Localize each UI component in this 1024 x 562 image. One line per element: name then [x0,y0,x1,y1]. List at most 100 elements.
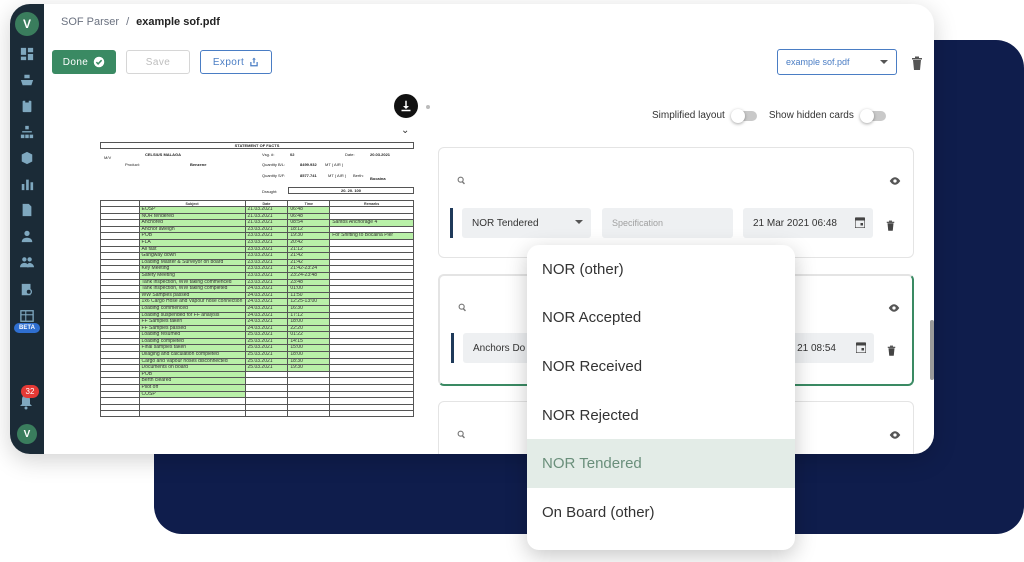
document-icon[interactable] [18,202,36,218]
table-cell: EOSP [138,206,246,214]
user-avatar[interactable]: V [17,424,37,444]
table-cell [329,324,414,333]
table-cell: 24.03.2021 [244,285,289,293]
logo[interactable]: V [15,12,39,36]
dropdown-option[interactable]: On Board (other) [542,503,655,521]
table-cell [329,390,414,399]
calendar-icon[interactable] [854,217,866,229]
calendar-icon[interactable] [855,342,867,354]
table-cell: 01:00 [287,285,331,293]
person-icon[interactable] [18,228,36,244]
table-cell: 1x6 Cargo Hose and Vapour hose connectio… [138,298,246,306]
table-row: Key Meeting 23.03.2021 21:42-23:24 [100,265,414,273]
table-cell: 17:12 [287,311,331,320]
table-cell [100,298,140,306]
dropdown-option[interactable]: NOR (other) [542,260,624,278]
event-card: NOR Tendered Specification 21 Mar 2021 0… [438,147,914,258]
file-select[interactable]: example sof.pdf [777,49,897,75]
search-icon[interactable] [457,172,467,185]
ship-icon[interactable] [18,72,36,88]
event-type-dropdown: NOR (other) NOR Accepted NOR Received NO… [527,245,795,550]
eye-icon[interactable] [888,300,900,312]
breadcrumb-separator: / [126,16,130,28]
download-icon[interactable] [394,94,418,118]
dropdown-option[interactable]: NOR Received [542,357,643,375]
delete-row-icon[interactable] [887,343,897,356]
datetime-input[interactable]: 21 Mar 2021 06:48 [743,208,873,238]
table-cell: 19:30 [287,364,331,372]
table-cell [287,384,331,392]
cube-icon[interactable] [18,150,36,166]
table-cell: Loading commenced [138,304,246,313]
search-icon[interactable] [457,426,467,439]
dropdown-option[interactable]: NOR Rejected [542,406,639,424]
check-badge-icon [94,56,105,68]
table-row: Berth cleared [100,377,414,386]
dashboard-icon[interactable] [18,46,36,62]
table-cell: POB [138,232,246,240]
table-cell: 24.03.2021 [244,318,289,326]
table-cell: FLA [138,238,246,247]
table-header: Subject [138,200,246,207]
table-cell [100,318,140,326]
people-icon[interactable] [18,254,36,270]
table-cell [100,258,140,267]
table-cell [100,285,140,293]
table-cell: 24.03.2021 [244,324,289,333]
simplified-layout-toggle[interactable] [730,108,757,123]
scrollbar[interactable] [930,320,934,380]
table-cell [100,390,140,399]
table-row: POB 23.03.2021 19:30 For Shifting to Bocain… [100,232,414,240]
search-icon[interactable] [458,299,468,312]
table-cell: Ullaging and calculation completed [138,351,246,359]
done-button[interactable]: Done [52,50,116,74]
table-cell: 23.03.2021 [244,265,289,273]
dropdown-option-selected[interactable]: NOR Tendered [527,439,795,488]
table-row: POB [100,370,414,379]
table-cell [329,258,414,267]
table-cell [287,370,331,379]
dropdown-option[interactable]: NOR Accepted [542,309,642,327]
table-cell [244,390,289,399]
breadcrumb-parent[interactable]: SOF Parser [61,16,120,28]
eye-icon[interactable] [889,173,901,185]
delete-file-icon[interactable] [911,56,923,70]
notification-count-badge: 32 [21,385,39,398]
table-cell [287,409,331,418]
sitemap-icon[interactable] [18,124,36,140]
search-doc-icon[interactable] [18,282,36,298]
table-cell: 25.03.2021 [244,364,289,372]
chevron-down-icon[interactable]: ⌄ [401,125,410,136]
specification-input[interactable]: Specification [602,208,733,238]
table-cell [100,271,140,280]
simplified-layout-label: Simplified layout [652,110,725,121]
table-cell: 11:50 [287,291,331,300]
table-cell [329,225,414,234]
qty-sf-value: 8577.741 [300,173,317,178]
show-hidden-cards-toggle[interactable] [859,108,886,123]
vessel-name: CELSIUS MALAGA [145,152,181,157]
table-cell [329,285,414,293]
event-type-select[interactable]: NOR Tendered [462,208,591,238]
table-icon[interactable] [18,308,36,324]
table-cell [329,265,414,273]
clipboard-icon[interactable] [18,98,36,114]
voy-label: Vsg. #: [262,152,275,157]
date-label: Date: [345,152,355,157]
table-cell [100,311,140,320]
table-cell: 21:42 [287,252,331,260]
table-cell [244,370,289,379]
done-label: Done [62,56,89,68]
table-row: Ullaging and calculation completed 25.03.… [100,351,414,359]
bar-chart-icon[interactable] [18,176,36,192]
sof-table: Subject Date Time Remarks EOSP 21.03.2021… [100,200,414,418]
table-cell [100,357,140,366]
datetime-value: 21 Mar 2021 06:48 [753,217,837,229]
table-cell: Tank inspection, WW taking completed [138,285,246,293]
berth-value: Bocaina [370,176,386,181]
save-button[interactable]: Save [126,50,190,74]
eye-icon[interactable] [889,427,901,439]
delete-row-icon[interactable] [886,218,896,231]
table-cell [100,351,140,359]
export-button[interactable]: Export [200,50,272,74]
